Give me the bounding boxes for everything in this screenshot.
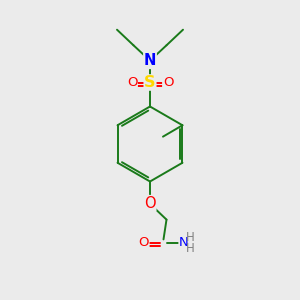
Text: O: O xyxy=(138,236,149,250)
Text: H: H xyxy=(186,242,195,256)
Text: O: O xyxy=(127,76,137,89)
Text: N: N xyxy=(144,53,156,68)
Text: H: H xyxy=(186,231,195,244)
Text: O: O xyxy=(144,196,156,211)
Text: S: S xyxy=(144,75,156,90)
Text: O: O xyxy=(163,76,173,89)
Text: N: N xyxy=(179,236,189,250)
